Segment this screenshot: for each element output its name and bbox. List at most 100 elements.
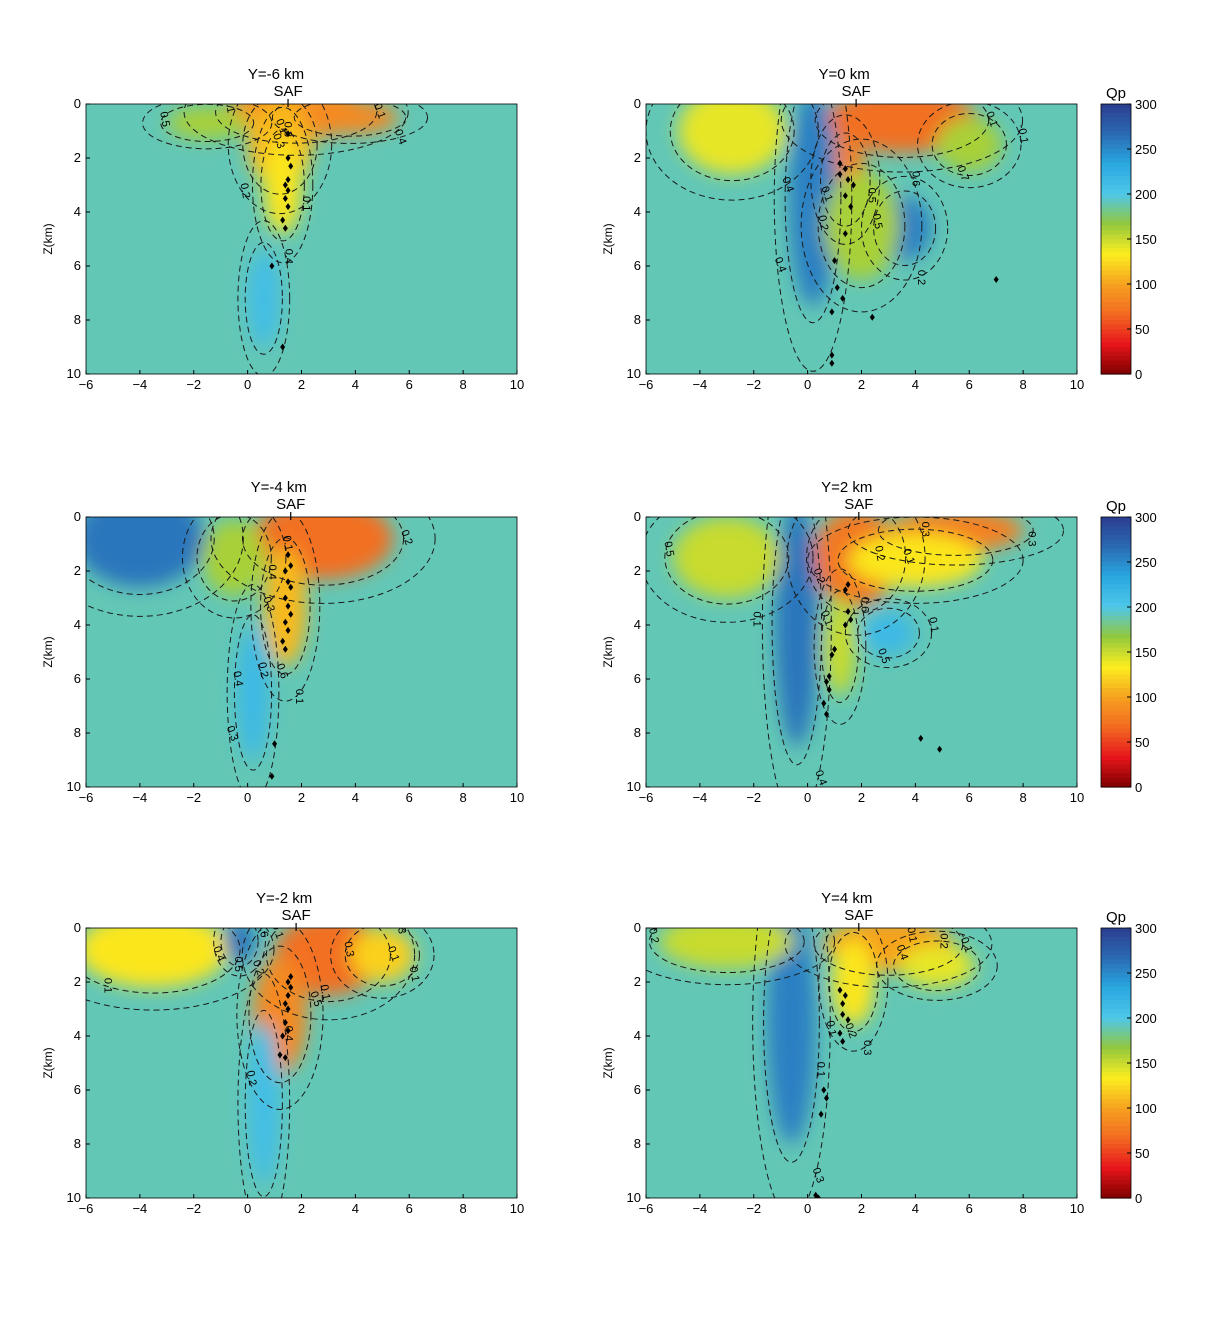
contour-label: 0.1 [269,922,286,940]
x-tick-label: 2 [858,1201,865,1216]
x-tick-label: 4 [352,1201,359,1216]
colorbar-band [1101,131,1131,137]
colorbar-band [1101,638,1131,644]
contour-label: 0.5 [157,111,171,128]
event-markers [269,130,294,351]
contour-label: 0.2 [811,567,828,585]
colorbar-band [1101,733,1131,739]
colorbar-tick-label: 100 [1135,690,1157,705]
colorbar-band [1101,176,1131,182]
contour-label: 0.2 [238,182,252,199]
contour-label: -0.1 [1015,124,1030,145]
contour-label: 0.3 [270,132,287,150]
x-tick-label: −6 [639,1201,654,1216]
y-tick-label: 0 [634,920,641,935]
event-point [282,1019,288,1026]
colorbar-band [1101,1027,1131,1033]
qp-anomalies [672,517,1024,747]
colorbar-tick-label: 0 [1135,780,1142,795]
contour-label: 0.2 [269,1219,281,1234]
colorbar-band [1101,1184,1131,1190]
colorbar-band [1101,593,1131,599]
contour-line [837,528,994,592]
contour-line [86,928,275,1011]
event-markers [277,973,294,1062]
contour-lines [86,517,436,787]
colorbar-band [1101,347,1131,353]
colorbar-band [1101,977,1131,983]
contour-lines [646,104,1024,372]
colorbar-band [1101,932,1131,938]
contour-labels: 0.20.20.10.30.40.50.60.50.40.30.20.10.10… [86,517,415,743]
y-tick-label: 4 [74,617,81,632]
colorbar-band [1101,365,1131,371]
contour-line [265,928,391,1003]
contour-line [86,517,244,617]
contour-line [763,928,820,1163]
colorbar-tick-label: 200 [1135,187,1157,202]
colorbar-band [1101,104,1131,110]
event-markers [829,159,999,367]
colorbar-band [1101,692,1131,698]
event-point [285,130,291,138]
colorbar-band [1101,683,1131,689]
contour-line [142,104,273,150]
contour-line [248,945,312,1084]
event-point [282,1054,288,1062]
qp-anomalies [86,517,394,760]
y-tick-label: 6 [634,671,641,686]
qp-anomaly [263,136,302,234]
colorbar-band [1101,126,1131,132]
x-tick-label: −4 [132,377,147,392]
contour-line [260,128,305,242]
panel-title: Y=-6 km [248,66,304,83]
y-tick-label: 8 [634,725,641,740]
colorbar-band [1101,530,1131,536]
colorbar-band [1101,647,1131,653]
y-tick-label: 6 [74,1082,81,1097]
colorbar-band [1101,1126,1131,1132]
contour-lines [86,928,435,1198]
colorbar-band [1101,620,1131,626]
qp-anomalies [678,104,1002,307]
event-point [288,973,294,981]
colorbar-band [1101,629,1131,635]
qp-anomaly [166,106,248,140]
event-point [823,710,829,718]
contour-label: 0.3 [341,941,355,958]
contour-label: 0.1 [824,1020,838,1037]
contour-line [810,114,881,245]
colorbar-band [1101,1189,1131,1195]
colorbar-band [1101,625,1131,631]
colorbar-band [1101,1117,1131,1123]
colorbar-band [1101,162,1131,168]
x-tick-label: 6 [966,1201,973,1216]
x-tick-label: 0 [244,790,251,805]
colorbar-band [1101,266,1131,272]
event-point [826,686,832,694]
colorbar-band [1101,1166,1131,1172]
colorbar-3: 0 50 100 150 200 250 300 Qp [1100,909,1157,1206]
contour-label: 0.5 [875,647,892,665]
y-tick-label: 6 [74,258,81,273]
x-tick-label: 2 [298,790,305,805]
x-tick-label: −6 [79,790,94,805]
contour-lines [646,928,998,1198]
event-point [282,567,288,575]
colorbar-band [1101,661,1131,667]
colorbar-band [1101,1036,1131,1042]
panel-title: Y=2 km [821,479,872,496]
event-point [826,672,832,680]
contour-label: 0.2 [872,545,886,562]
contour-line [220,928,259,967]
colorbar-band [1101,117,1131,123]
event-point [288,610,294,618]
contour-line [244,242,283,355]
colorbar-band [1101,1162,1131,1168]
contour-label: 0.6 [909,171,921,186]
colorbar-band [1101,778,1131,784]
colorbar-band [1101,333,1131,339]
event-markers [813,986,851,1198]
y-tick-label: 6 [74,671,81,686]
